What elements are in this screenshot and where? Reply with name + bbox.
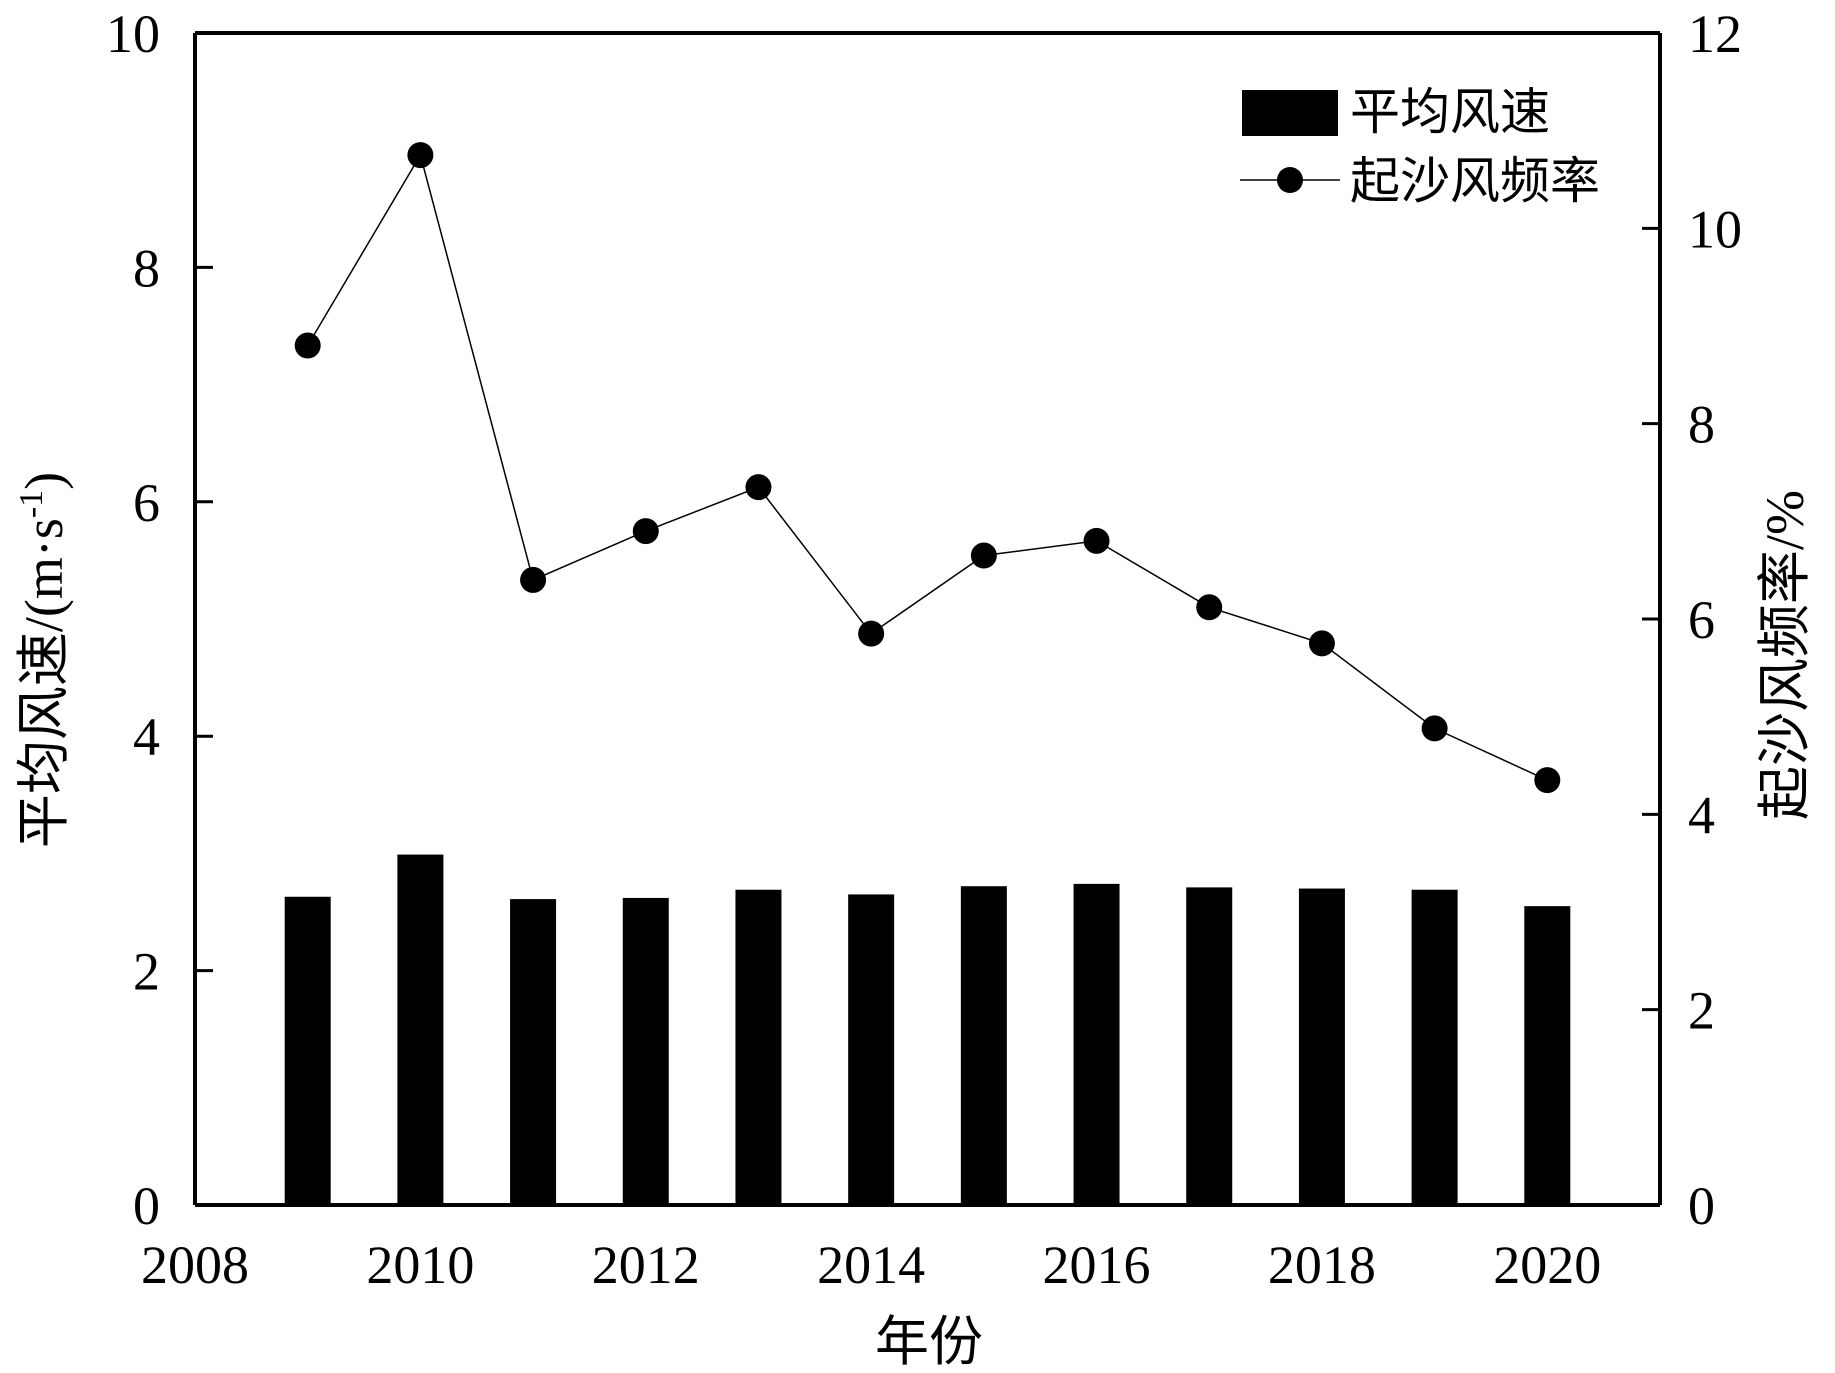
y-tick-label-right-6: 6 bbox=[1688, 590, 1715, 650]
point-2019 bbox=[1421, 715, 1448, 742]
y-tick-label-right-12: 12 bbox=[1688, 4, 1742, 64]
x-tick-label-2016: 2016 bbox=[1043, 1235, 1151, 1295]
point-2015 bbox=[970, 542, 997, 569]
bar-2009 bbox=[284, 896, 331, 1205]
point-2016 bbox=[1083, 527, 1110, 554]
bar-2015 bbox=[960, 886, 1007, 1205]
bar-2018 bbox=[1298, 888, 1345, 1205]
y-axis-label-left: 平均风速/(m·s-1) bbox=[13, 472, 74, 848]
y-tick-label-left-10: 10 bbox=[106, 4, 160, 64]
y-tick-label-right-4: 4 bbox=[1688, 785, 1715, 845]
point-2010 bbox=[407, 142, 434, 169]
bars-layer bbox=[284, 854, 1571, 1205]
bar-2013 bbox=[735, 889, 782, 1205]
point-2013 bbox=[745, 474, 772, 501]
bar-2011 bbox=[510, 899, 557, 1205]
bar-2019 bbox=[1411, 889, 1458, 1205]
line-layer bbox=[294, 142, 1561, 794]
y-tick-label-left-6: 6 bbox=[133, 473, 160, 533]
x-tick-label-2020: 2020 bbox=[1493, 1235, 1601, 1295]
legend-line-label: 起沙风频率 bbox=[1350, 153, 1600, 209]
y-tick-label-right-0: 0 bbox=[1688, 1176, 1715, 1236]
y-axis-label-left-sup: -1 bbox=[13, 490, 50, 518]
y-tick-label-left-4: 4 bbox=[133, 707, 160, 767]
point-2011 bbox=[520, 566, 547, 593]
y-tick-label-left-2: 2 bbox=[133, 942, 160, 1002]
legend-bar-label: 平均风速 bbox=[1350, 84, 1550, 140]
point-2018 bbox=[1308, 630, 1335, 657]
y-axis-label-left-close: ) bbox=[14, 472, 74, 490]
point-2017 bbox=[1196, 594, 1223, 621]
x-tick-label-2012: 2012 bbox=[592, 1235, 700, 1295]
legend-bar-swatch bbox=[1242, 90, 1338, 136]
bar-2012 bbox=[622, 897, 669, 1205]
y-axis-label-left-main: 平均风速/(m·s bbox=[14, 518, 74, 848]
bar-2016 bbox=[1073, 883, 1120, 1205]
bar-2010 bbox=[397, 854, 444, 1205]
point-2014 bbox=[858, 620, 885, 647]
legend: 平均风速 起沙风频率 bbox=[1240, 84, 1600, 209]
y-tick-label-left-0: 0 bbox=[133, 1176, 160, 1236]
y-tick-label-right-10: 10 bbox=[1688, 199, 1742, 259]
y-tick-label-left-8: 8 bbox=[133, 238, 160, 298]
legend-line-marker bbox=[1277, 167, 1303, 193]
ticks-layer: 0 2 4 6 8 10 0 2 4 6 8 10 12 2008 2010 2012 2014 2016 2018… bbox=[106, 4, 1742, 1295]
x-tick-label-2014: 2014 bbox=[817, 1235, 925, 1295]
x-tick-label-2018: 2018 bbox=[1268, 1235, 1376, 1295]
x-tick-label-2010: 2010 bbox=[366, 1235, 474, 1295]
point-2020 bbox=[1534, 767, 1561, 794]
x-tick-label-2008: 2008 bbox=[141, 1235, 249, 1295]
point-2009 bbox=[294, 332, 321, 359]
y-tick-label-right-8: 8 bbox=[1688, 395, 1715, 455]
x-axis-label: 年份 bbox=[875, 1312, 983, 1372]
y-tick-label-right-2: 2 bbox=[1688, 981, 1715, 1041]
bar-2020 bbox=[1524, 906, 1571, 1205]
point-2012 bbox=[632, 518, 659, 545]
y-axis-label-right: 起沙风频率/% bbox=[1755, 490, 1815, 820]
line-series-frequency bbox=[307, 153, 1548, 781]
bar-2014 bbox=[848, 894, 895, 1205]
bar-2017 bbox=[1186, 887, 1233, 1205]
